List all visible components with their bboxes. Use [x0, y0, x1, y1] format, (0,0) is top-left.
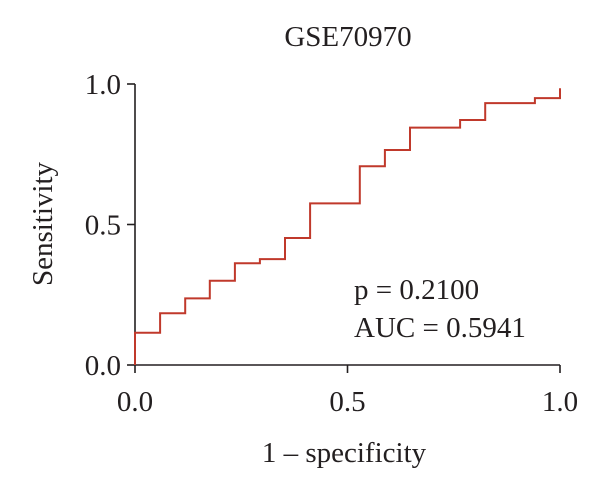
x-tick-label: 1.0 [542, 386, 578, 418]
x-tick-label: 0.0 [117, 386, 153, 418]
roc-curve [134, 88, 561, 365]
p-value-annotation: p = 0.2100 [354, 274, 479, 306]
x-axis-label: 1 – specificity [262, 437, 427, 469]
y-tick-label: 0.5 [85, 210, 121, 242]
x-tick-label: 0.5 [329, 386, 365, 418]
y-axis-label: Sensitivity [27, 161, 59, 286]
y-tick-label: 1.0 [85, 69, 121, 101]
axis-ticks: 0.0 0.5 1.0 0.0 0.5 1.0 [85, 69, 578, 418]
y-tick-label: 0.0 [85, 350, 121, 382]
chart-title: GSE70970 [284, 21, 411, 53]
auc-annotation: AUC = 0.5941 [354, 312, 526, 344]
